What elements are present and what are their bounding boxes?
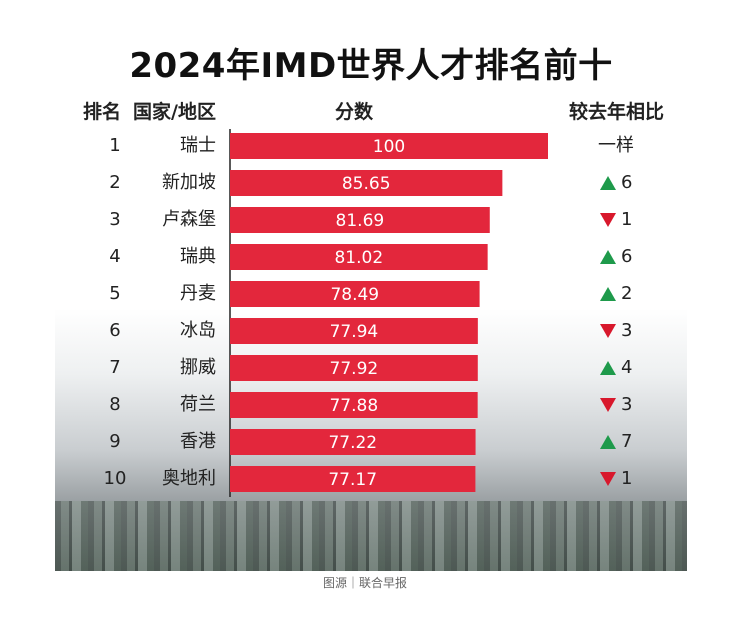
rank-label: 4	[109, 246, 120, 267]
data-label: 100	[373, 137, 405, 157]
rank-label: 3	[109, 209, 120, 230]
change-label: 一样	[598, 135, 634, 156]
down-arrow-icon	[600, 324, 616, 338]
bar	[230, 355, 478, 381]
bar	[230, 133, 548, 159]
image-source-caption: 图源｜联合早报	[322, 576, 407, 590]
data-label: 81.69	[336, 211, 385, 231]
change-label: 7	[621, 431, 632, 452]
rank-label: 2	[109, 172, 120, 193]
change-label: 6	[621, 246, 632, 267]
up-arrow-icon	[600, 287, 616, 301]
data-label: 78.49	[330, 285, 379, 305]
header-rank: 排名	[83, 101, 122, 123]
change-label: 3	[621, 320, 632, 341]
chart-title: 2024年IMD世界人才排名前十	[129, 46, 613, 86]
rank-label: 6	[109, 320, 120, 341]
header-change: 较去年相比	[569, 101, 665, 123]
rank-label: 7	[109, 357, 120, 378]
category-label: 挪威	[180, 357, 216, 378]
category-label: 荷兰	[180, 394, 216, 415]
data-label: 77.94	[330, 322, 379, 342]
category-label: 瑞士	[180, 135, 216, 156]
down-arrow-icon	[600, 398, 616, 412]
bar-chart: 100 1 瑞士 一样 85.65 2 新加坡 6 81.69 3 卢森堡 1 81.02 4 瑞典 6 78.…	[104, 129, 634, 497]
rank-label: 9	[109, 431, 120, 452]
bar	[230, 207, 490, 233]
bar	[230, 429, 476, 455]
rank-label: 8	[109, 394, 120, 415]
change-label: 6	[621, 172, 632, 193]
down-arrow-icon	[600, 472, 616, 486]
rank-label: 1	[109, 135, 120, 156]
category-label: 香港	[180, 431, 216, 452]
category-label: 卢森堡	[162, 209, 216, 230]
bar	[230, 170, 503, 196]
up-arrow-icon	[600, 250, 616, 264]
rank-label: 10	[104, 468, 127, 489]
rank-label: 5	[109, 283, 120, 304]
up-arrow-icon	[600, 361, 616, 375]
category-label: 丹麦	[180, 283, 216, 304]
data-label: 81.02	[334, 248, 383, 268]
data-label: 77.17	[328, 470, 377, 490]
header-score: 分数	[335, 101, 374, 123]
bar	[230, 392, 478, 418]
data-label: 77.92	[330, 359, 379, 379]
bar	[230, 318, 478, 344]
background-photo	[55, 501, 687, 571]
category-label: 瑞典	[180, 246, 216, 267]
bar	[230, 466, 476, 492]
down-arrow-icon	[600, 213, 616, 227]
header-country: 国家/地区	[133, 101, 216, 123]
up-arrow-icon	[600, 435, 616, 449]
change-label: 2	[621, 283, 632, 304]
change-label: 3	[621, 394, 632, 415]
data-label: 77.22	[328, 433, 377, 453]
category-label: 新加坡	[162, 172, 216, 193]
data-label: 85.65	[342, 174, 391, 194]
up-arrow-icon	[600, 176, 616, 190]
chart-card: 2024年IMD世界人才排名前十 排名 国家/地区 分数 较去年相比 100 1 瑞…	[55, 24, 687, 571]
change-label: 4	[621, 357, 632, 378]
data-label: 77.88	[329, 396, 378, 416]
change-label: 1	[621, 468, 632, 489]
category-label: 冰岛	[180, 320, 216, 341]
change-label: 1	[621, 209, 632, 230]
category-label: 奥地利	[162, 468, 216, 489]
bar	[230, 244, 488, 270]
bar	[230, 281, 480, 307]
